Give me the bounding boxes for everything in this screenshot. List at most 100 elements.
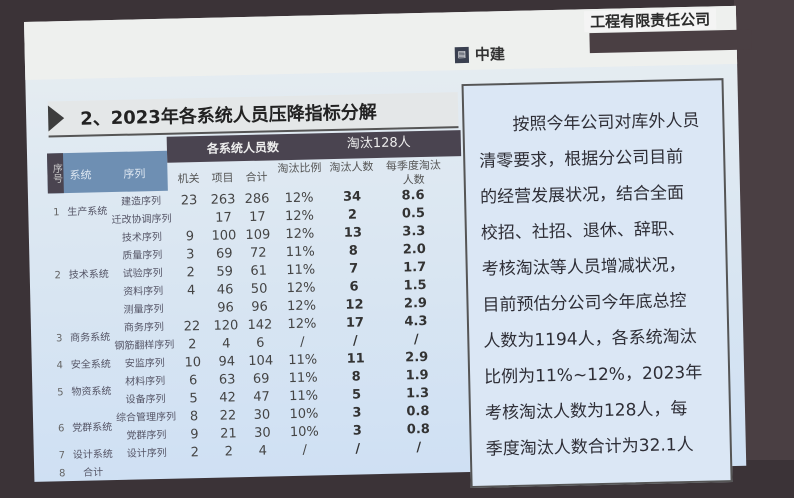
sequence-cell: 设备序列 [125,393,166,406]
eliminated-cell: 13 [343,225,363,241]
eliminated-cell: 5 [351,387,362,403]
total-cell: 104 [248,353,274,369]
row-index: 3 [55,333,63,345]
eliminated-cell: 2 [347,207,358,223]
sequence-cell [116,463,178,482]
group-header-band: 各系统人员数 淘汰128人 [166,130,462,163]
group-header-elimination: 淘汰128人 [346,135,411,152]
eliminated-cell: / [352,333,358,349]
quarterly-cell: 2.9 [405,349,429,366]
ratio-cell: 10% [289,406,319,423]
total-cell: 47 [253,389,271,405]
eliminated-cell: 3 [352,405,362,421]
office-cell: 5 [189,391,198,407]
office-cell [174,300,208,319]
row-index: 6 [57,423,65,435]
ratio-cell: / [299,334,305,350]
project-cell: 2 [224,444,234,460]
quarterly-cell: 0.5 [401,205,426,222]
description-box: 按照今年公司对库外人员 清零要求，根据分公司目前 的经营发展状况，结合全面 校招、社招… [461,78,733,488]
quarterly-cell: 0.8 [406,421,431,438]
company-logo: ▤ 中建 [454,43,505,65]
project-cell: 59 [216,264,234,280]
system-cell: 合计 [83,467,104,479]
system-cell: 党群系统 [72,422,113,435]
project-cell: 21 [219,426,237,442]
ratio-cell: 11% [288,388,319,405]
quarterly-cell: 2.9 [403,295,428,312]
office-cell [178,462,212,481]
total-cell [246,460,280,479]
ratio-cell: 12% [286,298,317,315]
project-cell: 96 [217,300,234,316]
quarterly-cell: 1.3 [405,385,430,402]
chevron-icon [47,105,65,132]
total-cell: 30 [253,425,271,441]
col-header-total: 合计 [245,170,268,185]
description-line: 按照今年公司对库外人员 [512,110,700,135]
eliminated-cell: 8 [351,369,361,385]
office-cell: 8 [189,409,199,425]
project-cell: 46 [216,282,234,298]
total-cell: 4 [258,443,268,459]
slide-header: ▤ 中建 工程有限责任公司 [24,5,752,80]
project-cell: 17 [215,210,232,226]
project-cell: 94 [218,354,236,370]
project-cell: 22 [219,408,237,424]
company-name: 工程有限责任公司 [583,8,717,33]
sequence-cell: 建造序列 [120,195,162,208]
slide: ▤ 中建 工程有限责任公司 2、2023年各系统人员压降指标分解 各系统人员数 … [24,5,752,488]
row-index: 4 [56,360,64,372]
col-header-ratio: 淘汰比例 [277,161,322,176]
col-header-quarterly: 每季度淘汰人数 [385,158,442,187]
ratio-cell: 12% [284,208,315,225]
office-cell [172,210,206,229]
system-cell: 安全系统 [70,359,111,372]
office-cell: 2 [188,337,197,353]
quarterly-cell: / [416,440,422,456]
description-line: 目前预估分公司今年底总控 [482,291,687,316]
sequence-cell: 材料序列 [125,375,166,388]
ratio-cell: 11% [285,244,315,261]
quarterly-cell: / [413,332,419,348]
project-cell: 63 [218,372,236,388]
office-cell: 9 [185,229,195,245]
quarterly-cell: 3.3 [402,223,426,240]
row-index: 7 [58,450,66,462]
sequence-cell: 质量序列 [122,249,163,262]
project-cell: 100 [211,228,237,244]
eliminated-cell: 12 [345,297,364,313]
ratio-cell: 11% [288,352,318,369]
office-cell: 10 [184,355,202,371]
eliminated-cell: 6 [349,279,359,295]
company-banner [589,29,752,54]
ratio-cell: 12% [285,226,315,243]
col-header-index: 序号 [46,153,64,194]
description-line: 考核淘汰等人员增减状况， [481,255,686,280]
sequence-cell: 综合管理序列 [115,411,177,425]
total-cell: 50 [250,281,268,297]
description-line: 考核淘汰人数为128人，每 [484,399,688,424]
ratio-cell: 12% [284,190,314,207]
office-cell: 22 [183,319,201,335]
eliminated-cell: 8 [348,243,358,259]
quarterly-cell: 0.8 [406,403,430,420]
description-text: 按照今年公司对库外人员 清零要求，根据分公司目前 的经营发展状况，结合全面 校招、社招… [464,80,731,468]
total-cell: 30 [253,407,271,423]
sequence-cell: 党群序列 [126,429,167,442]
description-line: 季度淘汰人数合计为32.1人 [485,434,694,460]
quarterly-cell: 2.0 [402,241,426,258]
group-header-headcount: 各系统人员数 [206,140,280,156]
system-cell: 设计系统 [72,449,113,462]
sequence-cell: 设计序列 [126,447,167,460]
col-header-project: 项目 [211,171,234,185]
quarterly-cell [386,456,452,475]
quarterly-cell: 1.9 [405,367,429,384]
total-cell: 142 [247,317,273,334]
logo-icon: ▤ [454,46,470,63]
system-cell: 生产系统 [67,206,108,219]
sequence-cell: 试验序列 [122,267,163,280]
ratio-cell: 11% [288,370,318,387]
left-header: 序号 系统 序列 [46,150,168,194]
total-cell: 286 [244,191,270,208]
